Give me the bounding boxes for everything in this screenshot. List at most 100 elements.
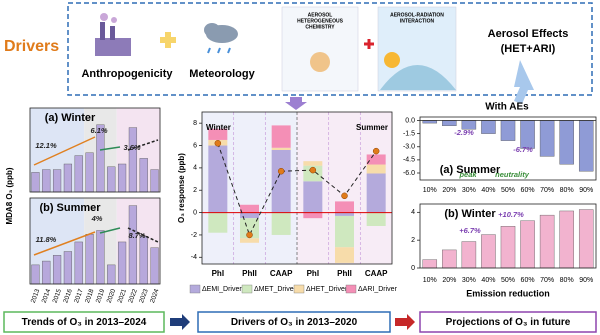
trend-arrow: [127, 227, 159, 243]
down-arrow: [285, 97, 307, 110]
annotation: -2.9%: [454, 128, 474, 137]
x-tick-label: 60%: [521, 277, 535, 284]
panel-title: (a) Summer: [440, 164, 501, 176]
x-tick-label: 2015: [52, 288, 64, 304]
y-tick-label: -4: [191, 254, 197, 261]
y-tick-label: 4: [193, 165, 197, 172]
panel-title: (b) Summer: [39, 202, 101, 214]
y-tick-label: 8: [193, 120, 197, 127]
x-tick-label: 2013: [30, 288, 42, 304]
x-tick-label: 2024: [149, 288, 161, 304]
stacked-segment: [271, 147, 291, 150]
footer-arrow: [170, 314, 190, 330]
legend-label: ΔEMI_Driver: [202, 286, 242, 293]
bar: [117, 163, 127, 193]
driver-label: Anthropogenicity: [81, 68, 173, 80]
legend-swatch: [189, 284, 201, 294]
bar: [31, 172, 40, 193]
stacked-segment: [335, 247, 354, 263]
season-label: Winter: [206, 123, 231, 132]
y-tick-label: 0: [193, 209, 197, 216]
stacked-segment: [335, 215, 354, 248]
x-tick-label: PhI: [212, 269, 224, 278]
stacked-segment: [240, 238, 259, 243]
trend-arrow: [99, 227, 121, 234]
het-label: HETEROGENEOUS: [297, 18, 344, 24]
stacked-segment: [303, 165, 323, 182]
annotation: -6.7%: [513, 145, 533, 154]
bar: [578, 120, 594, 172]
x-tick-label: 70%: [540, 187, 554, 194]
bar: [150, 247, 159, 285]
x-tick-label: CAAP: [270, 269, 293, 278]
footer-box: [3, 311, 165, 333]
bar: [578, 209, 594, 269]
bar: [42, 260, 51, 285]
y-axis-label: MDA8 O₃ (ppb): [5, 167, 14, 224]
annotation: 6.1%: [90, 126, 107, 135]
bar: [63, 163, 73, 193]
x-tick-label: 2017: [73, 288, 85, 304]
bar: [481, 120, 496, 134]
het-label: AEROSOL: [308, 12, 333, 18]
trend-arrow: [33, 136, 96, 166]
total-dot: [277, 167, 285, 175]
bar: [96, 230, 105, 285]
bar: [74, 241, 83, 285]
x-tick-label: 2016: [62, 288, 74, 304]
stacked-segment: [303, 161, 323, 166]
bar: [150, 169, 159, 193]
stacked-segment: [271, 125, 291, 148]
x-tick-label: 2019: [95, 288, 107, 304]
legend-swatch: [241, 284, 253, 294]
x-tick-label: 2021: [117, 288, 129, 304]
plot-frame: [419, 116, 597, 181]
total-line: [217, 143, 377, 237]
bar: [85, 152, 94, 193]
plus-icon: [160, 32, 176, 48]
effects-label: Aerosol Effects: [488, 28, 569, 40]
y-tick-label: 2: [193, 187, 197, 194]
bar: [85, 234, 94, 285]
footer-label: Projections of O₃ in future: [446, 317, 571, 328]
x-axis-label: Emission reduction: [466, 288, 550, 298]
drivers-title: Drivers: [4, 38, 59, 55]
bar: [442, 249, 457, 269]
bar: [128, 127, 138, 193]
annotation: 11.8%: [36, 235, 57, 244]
with-aes: With AEs: [485, 102, 529, 113]
bar: [422, 259, 438, 269]
annotation: 4%: [91, 214, 103, 223]
annotation: neutrality: [495, 170, 530, 179]
total-dot: [309, 166, 317, 174]
panel-title: (a) Winter: [45, 112, 96, 124]
footer-label: Drivers of O₃ in 2013–2020: [231, 317, 358, 328]
annotation: 8.7%: [128, 231, 145, 240]
x-tick-label: 20%: [442, 187, 456, 194]
y-tick-label: -1.5: [403, 130, 415, 137]
bar: [63, 251, 73, 285]
y-tick-label: 0: [411, 265, 415, 272]
trend-arrow: [99, 146, 121, 151]
stacked-segment: [240, 204, 259, 213]
x-tick-label: 90%: [579, 277, 593, 284]
y-tick-label: 0.0: [405, 117, 415, 124]
x-tick-label: 80%: [560, 277, 574, 284]
stacked-segment: [271, 150, 291, 213]
ari-label: INTERACTION: [400, 18, 435, 24]
x-tick-label: 2018: [84, 288, 96, 304]
earth-icon: [380, 65, 456, 90]
ari-label: AEROSOL-RADIATION: [390, 12, 444, 18]
effects-label: (HET+ARI): [501, 43, 556, 55]
bar: [139, 236, 148, 285]
stacked-segment: [208, 128, 228, 140]
stacked-segment: [208, 212, 228, 233]
x-tick-label: 30%: [462, 187, 476, 194]
bar: [442, 120, 457, 126]
bar: [74, 155, 83, 193]
legend-label: ΔMET_Driver: [254, 286, 297, 293]
stacked-segment: [335, 201, 354, 213]
plot-frame: [29, 197, 161, 285]
y-tick-label: 2: [411, 237, 415, 244]
